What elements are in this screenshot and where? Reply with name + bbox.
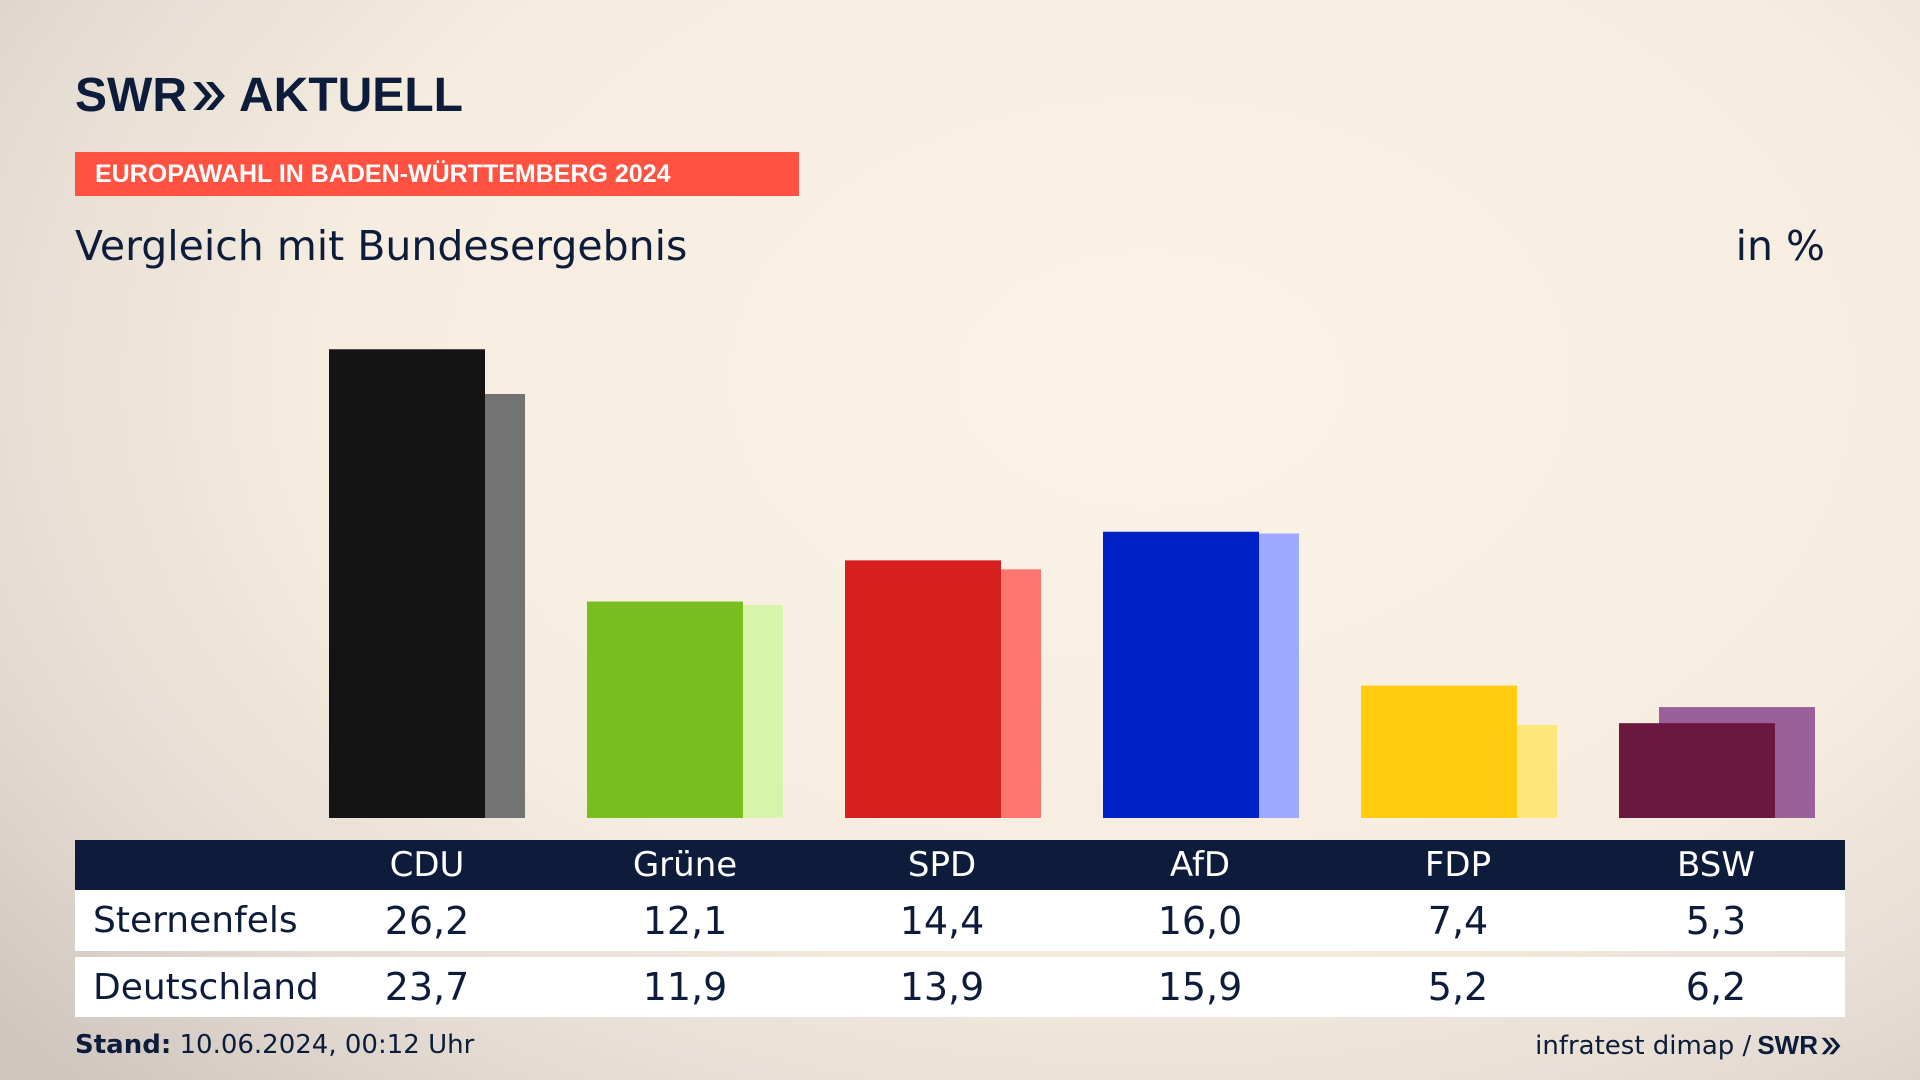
column-header: AfD [1169,845,1231,885]
column-header: CDU [389,845,465,885]
bar-sternenfels-fdp [1361,685,1517,818]
column-header: Grüne [632,845,738,885]
table-cell: 5,2 [1427,965,1489,1009]
bar-deutschland-bsw [1659,707,1815,818]
row-label: Sternenfels [93,900,298,941]
logo-text: SWR [75,69,187,122]
bar-sternenfels-afd [1103,531,1259,818]
table-cell: 16,0 [1157,898,1243,943]
column-header: FDP [1424,845,1492,885]
bar-deutschland-grüne [627,605,783,818]
bar-sternenfels-grüne [587,601,743,818]
bar-deutschland-cdu [369,393,525,818]
table-cell: 7,4 [1427,898,1489,943]
logo-suffix: AKTUELL [238,69,463,122]
column-header: SPD [907,845,977,885]
bar-sternenfels-spd [845,560,1001,818]
double-chevron-icon [1821,1037,1841,1054]
bar-deutschland-spd [885,569,1041,818]
election-banner: EUROPAWAHL IN BADEN-WÜRTTEMBERG 2024 [75,152,799,196]
table-cell: 12,1 [642,898,728,943]
swr-aktuell-logo: SWR AKTUELL [75,68,463,123]
source-credit: infratest dimap / SWR [1535,1030,1842,1061]
source-brand: SWR [1757,1030,1842,1061]
chart-subtitle: Vergleich mit Bundesergebnis [75,222,688,270]
table-header: CDU Grüne SPD AfD FDP BSW [75,840,1845,890]
double-chevron-icon [191,79,227,113]
banner-text: EUROPAWAHL IN BADEN-WÜRTTEMBERG 2024 [95,159,671,188]
table-cell: 13,9 [899,965,985,1009]
bar-deutschland-fdp [1401,724,1557,818]
bar-deutschland-afd [1143,533,1299,818]
results-table: CDU Grüne SPD AfD FDP BSW Sternenfels 26,2 12,1… [75,840,1845,1017]
table-cell: 26,2 [384,898,470,943]
source-text: infratest dimap / [1535,1030,1752,1061]
table-row: Deutschland 23,7 11,9 13,9 15,9 5,2 6,2 [75,957,1845,1017]
table-cell: 14,4 [899,898,985,943]
row-label: Deutschland [93,966,319,1008]
timestamp: Stand: 10.06.2024, 00:12 Uhr [75,1030,474,1060]
table-body: Sternenfels 26,2 12,1 14,4 16,0 7,4 5,3 Deutsch… [75,890,1845,1017]
source-brand-text: SWR [1757,1030,1818,1060]
table-cell: 23,7 [384,965,470,1009]
table-cell: 11,9 [642,965,728,1009]
bar-sternenfels-cdu [329,349,485,818]
stand-label: Stand: [75,1030,172,1060]
stand-value: 10.06.2024, 00:12 Uhr [179,1030,475,1060]
table-cell: 15,9 [1157,965,1243,1009]
table-cell: 6,2 [1685,965,1747,1009]
unit-label: in % [1735,222,1825,270]
bar-sternenfels-bsw [1619,723,1775,818]
table-cell: 5,3 [1685,898,1747,943]
column-header: BSW [1677,845,1755,885]
table-row: Sternenfels 26,2 12,1 14,4 16,0 7,4 5,3 [75,890,1845,951]
